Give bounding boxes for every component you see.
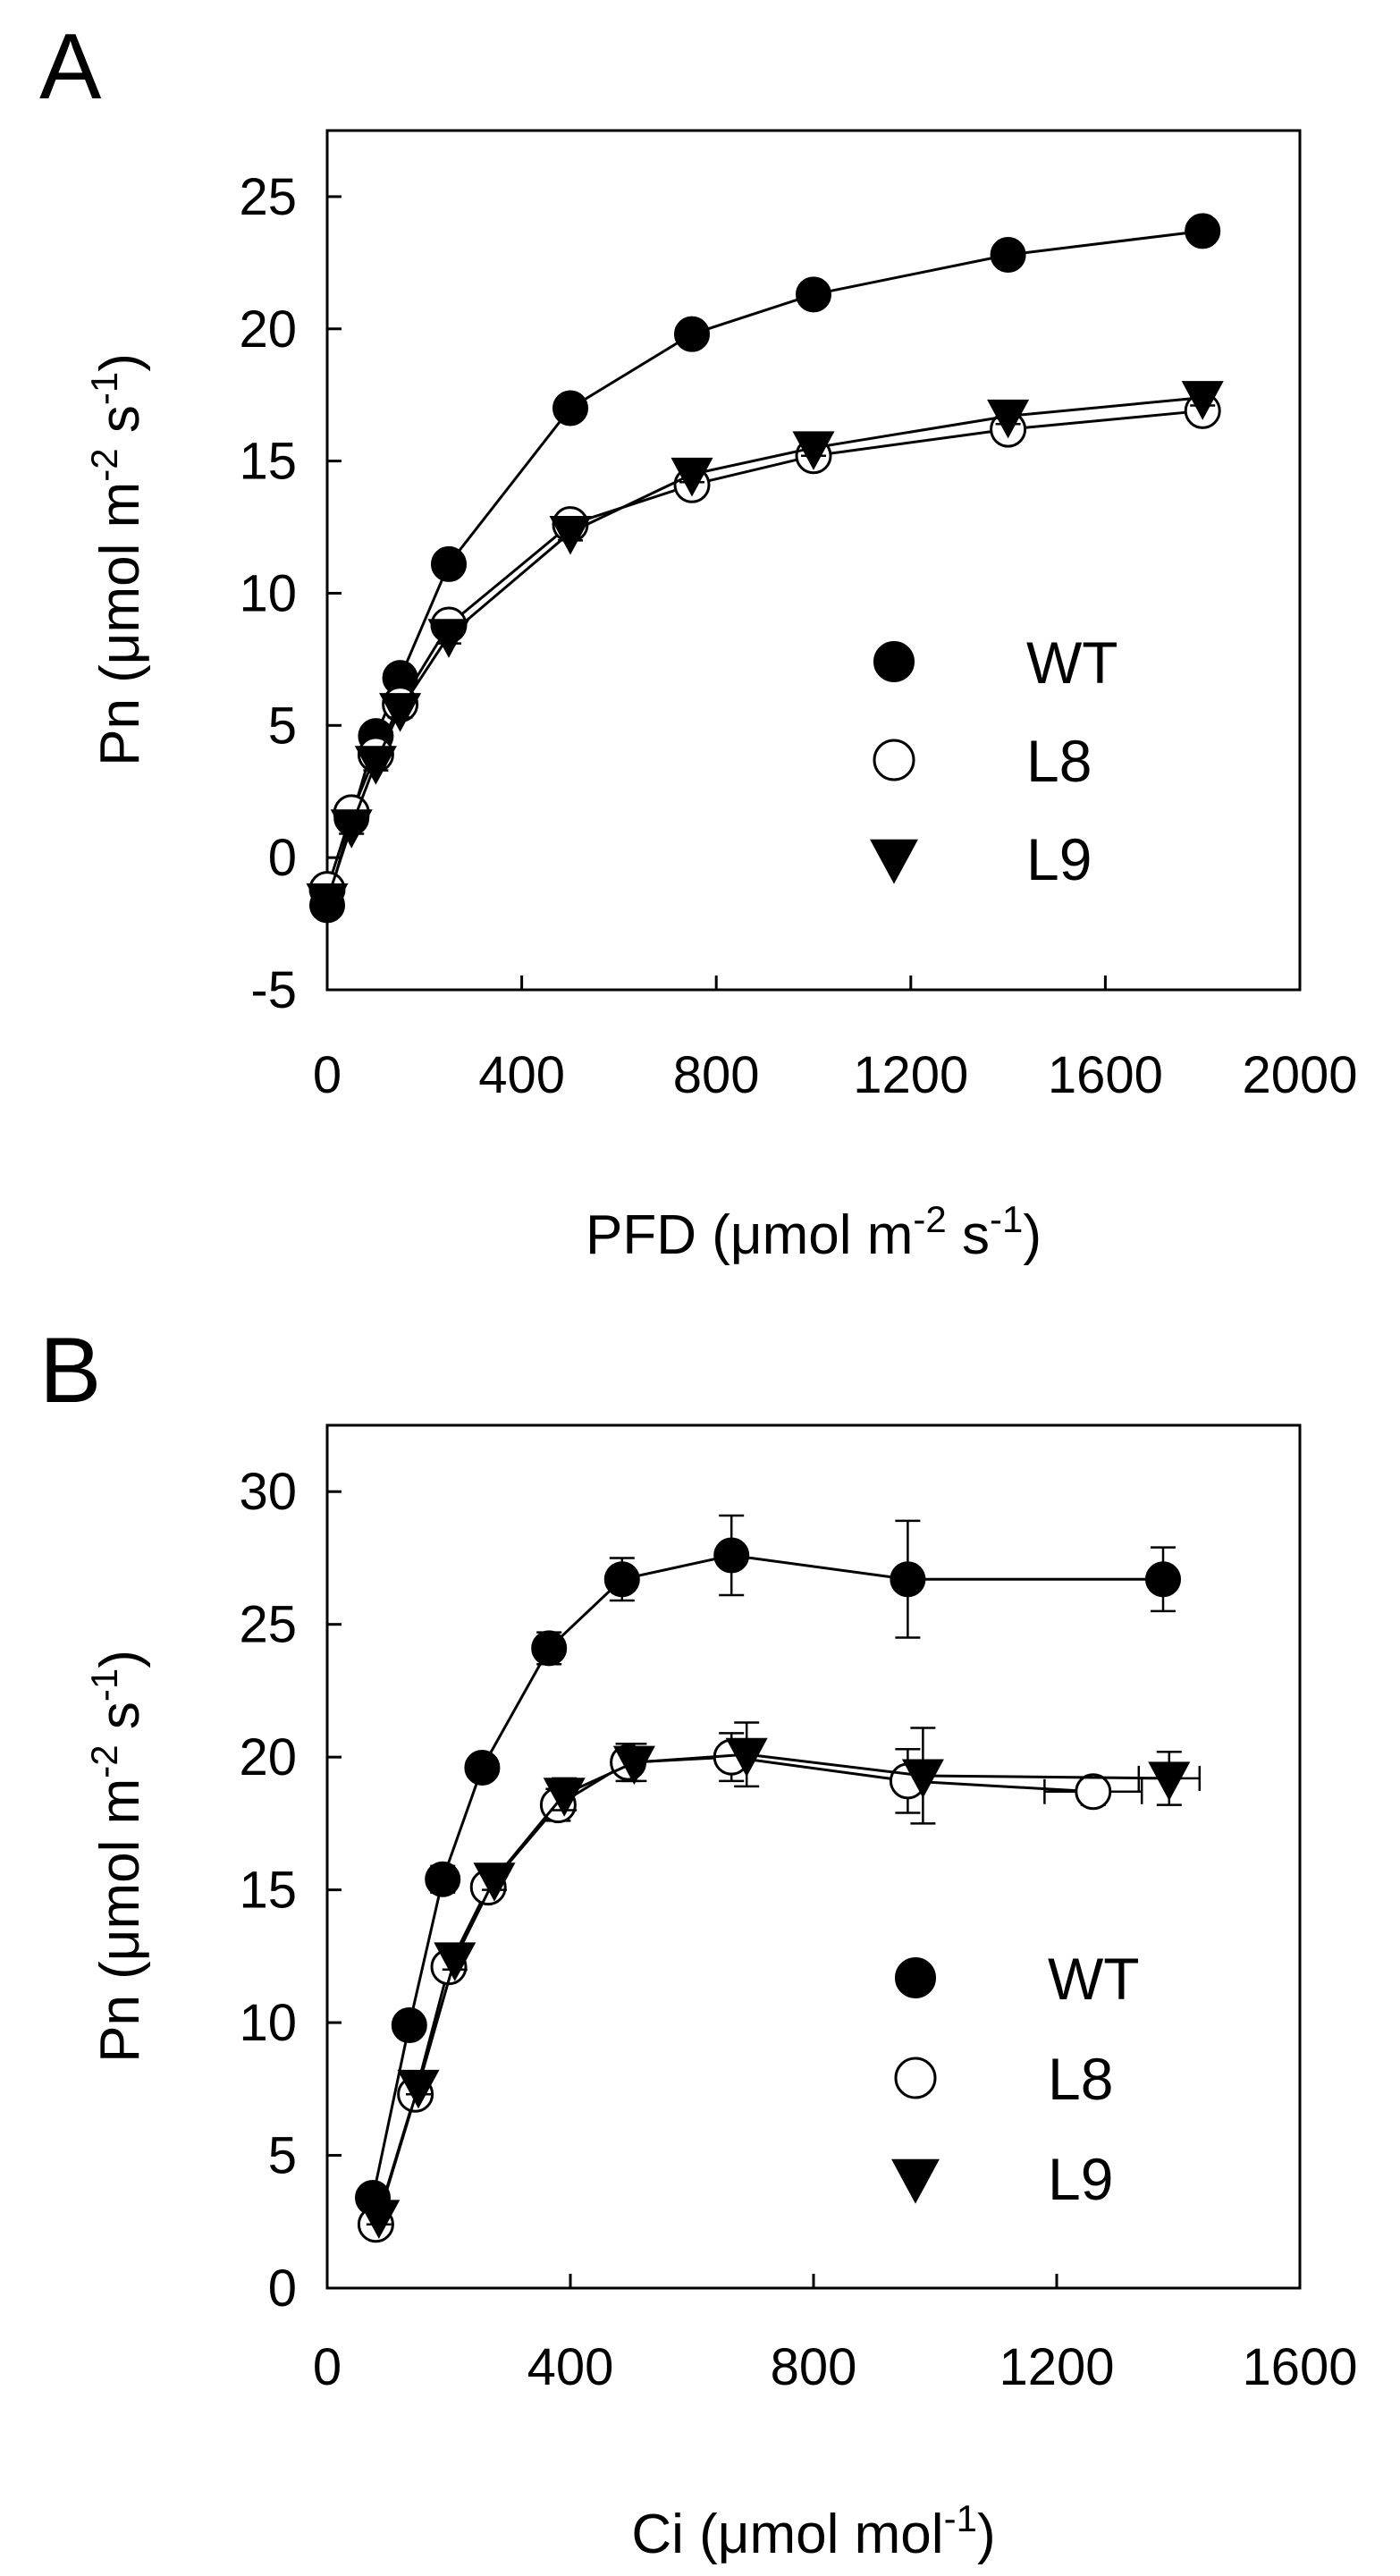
panel-b-series-l9-point (901, 1759, 944, 1798)
panel-b-x-tick-label: 1200 (999, 2338, 1114, 2396)
panel-b-y-tick-label: 0 (268, 2259, 297, 2318)
panel-b-series-wt (355, 1514, 1181, 2217)
panel-b-series-wt-point (464, 1750, 501, 1786)
panel-a-legend-marker-l9 (870, 839, 918, 884)
panel-b-legend: WT L8 L9 (891, 1946, 1140, 2212)
panel-b-series-wt-point (425, 1861, 461, 1897)
panel-b-x-tick-label: 400 (527, 2338, 614, 2396)
panel-b-series-wt-point (1145, 1561, 1181, 1598)
panel-a-series-l9-point (379, 693, 422, 732)
panel-a-y-tick-label: 5 (268, 697, 297, 755)
panel-b-y-tick-label: 20 (239, 1728, 297, 1786)
panel-b-series-wt-point (391, 2007, 427, 2044)
panel-b-series-l9-point (397, 2069, 440, 2109)
panel-b-series-l9-point (612, 1745, 655, 1786)
panel-a-series (306, 213, 1224, 924)
panel-b-x-tick-label: 0 (313, 2338, 342, 2396)
panel-b-legend-label-l8: L8 (1048, 2046, 1113, 2112)
panel-b-y-tick-label: 30 (239, 1463, 297, 1521)
panel-a-x-tick-label: 1600 (1048, 1046, 1163, 1104)
panel-a-series-l9-point (670, 457, 713, 497)
panel-a-y-axis-title: Pn (μmol m-2 s-1) (83, 353, 151, 766)
panel-a-series-l9-point (792, 431, 835, 470)
panel-b-legend-label-wt: WT (1048, 1946, 1140, 2012)
panel-a-x-axis-title: PFD (μmol m-2 s-1) (586, 1198, 1042, 1266)
panel-a-y-tick-label: -5 (250, 961, 297, 1019)
panel-b-series-l8-line (374, 1755, 1093, 2225)
panel-a-series-l9-point (354, 746, 397, 785)
panel-a-x-tick-label: 400 (478, 1046, 565, 1104)
panel-a-legend-label-wt: WT (1026, 629, 1118, 696)
panel-a-series-l9-point (427, 619, 470, 658)
panel-b-series-l9-point (1148, 1761, 1191, 1801)
panel-b-series-wt-point (531, 1630, 568, 1667)
panel-b-ticks: 0 400 800 1200 1600 0 5 10 15 20 25 30 (239, 1463, 1357, 2396)
panel-a-y-tick-label: 20 (239, 300, 297, 359)
panel-a-series-l9 (306, 381, 1224, 923)
panel-a-series-wt-point (431, 545, 467, 582)
panel-b-y-tick-label: 5 (268, 2127, 297, 2185)
panel-b: B 0 400 800 1200 1600 0 5 10 15 20 25 30 WT L8 L9 Ci … (39, 1319, 1358, 2565)
panel-b-series-wt-point (713, 1537, 750, 1574)
panel-a-series-wt-point (552, 390, 588, 427)
panel-a-x-tick-label: 2000 (1242, 1046, 1357, 1104)
panel-b-y-tick-label: 10 (239, 1994, 297, 2052)
panel-a-x-tick-label: 0 (313, 1046, 342, 1104)
panel-a-series-l8-line (325, 409, 1203, 891)
panel-a-series-wt-line (325, 229, 1203, 906)
panel-a-y-tick-label: 25 (239, 168, 297, 226)
panel-a-series-l9-point (1181, 381, 1224, 420)
panel-a: A 0 400 800 1200 1600 2000 -5 0 5 10 15 20 25 WT L8 L9… (39, 15, 1358, 1266)
panel-b-series-l9-point (725, 1737, 768, 1778)
panel-a-series-l9-point (549, 515, 592, 555)
panel-a-x-tick-label: 1200 (853, 1046, 968, 1104)
panel-b-series-l8-point (1075, 1773, 1112, 1811)
panel-b-legend-marker-wt (895, 1957, 936, 1998)
panel-a-series-l9-point (306, 883, 349, 923)
panel-b-series-l8 (357, 1732, 1143, 2243)
panel-a-series-l9-line (325, 396, 1203, 900)
panel-a-ticks: 0 400 800 1200 1600 2000 -5 0 5 10 15 20 25 (239, 168, 1357, 1104)
panel-b-x-axis-title: Ci (μmol mol-1) (631, 2497, 995, 2565)
panel-a-series-wt (309, 213, 1221, 924)
panel-b-label: B (39, 1319, 101, 1423)
panel-a-legend-label-l9: L9 (1026, 826, 1092, 892)
panel-a-legend: WT L8 L9 (870, 629, 1118, 892)
panel-b-x-tick-label: 1600 (1242, 2338, 1357, 2396)
panel-b-series-l9-point (473, 1862, 516, 1902)
panel-a-series-wt-point (674, 316, 710, 352)
panel-b-series-l9 (358, 1721, 1202, 2239)
panel-a-legend-label-l8: L8 (1026, 728, 1092, 794)
panel-a-series-l9-point (330, 809, 373, 849)
panel-a-y-tick-label: 15 (239, 433, 297, 491)
panel-b-y-tick-label: 15 (239, 1862, 297, 1920)
panel-b-legend-marker-l8 (894, 2057, 937, 2099)
panel-b-series-wt-point (890, 1561, 926, 1598)
panel-a-series-wt-point (1185, 213, 1221, 249)
panel-a-y-tick-label: 10 (239, 564, 297, 622)
panel-a-series-l9-point (987, 399, 1030, 439)
panel-a-label: A (39, 15, 102, 119)
panel-b-series-wt-point (603, 1561, 640, 1598)
panel-b-legend-marker-l9 (891, 2158, 940, 2204)
panel-b-y-tick-label: 25 (239, 1596, 297, 1654)
panel-b-series-l9-point (434, 1942, 477, 1981)
panel-a-series-wt-point (796, 276, 831, 313)
panel-a-series-wt-point (990, 236, 1026, 273)
panel-b-legend-label-l9: L9 (1048, 2146, 1113, 2212)
panel-a-legend-marker-l8 (873, 739, 915, 781)
panel-a-plot-frame (325, 129, 1302, 992)
panel-b-series (355, 1514, 1202, 2243)
panel-b-series-l9-point (358, 2200, 401, 2239)
panel-a-x-tick-label: 800 (673, 1046, 760, 1104)
panel-b-plot-frame (325, 1423, 1302, 2290)
panel-b-x-tick-label: 800 (771, 2338, 857, 2396)
panel-a-y-tick-label: 0 (268, 829, 297, 887)
panel-b-y-axis-title: Pn (μmol m-2 s-1) (83, 1650, 151, 2063)
panel-b-series-l9-point (543, 1778, 586, 1817)
panel-a-legend-marker-wt (873, 641, 915, 682)
